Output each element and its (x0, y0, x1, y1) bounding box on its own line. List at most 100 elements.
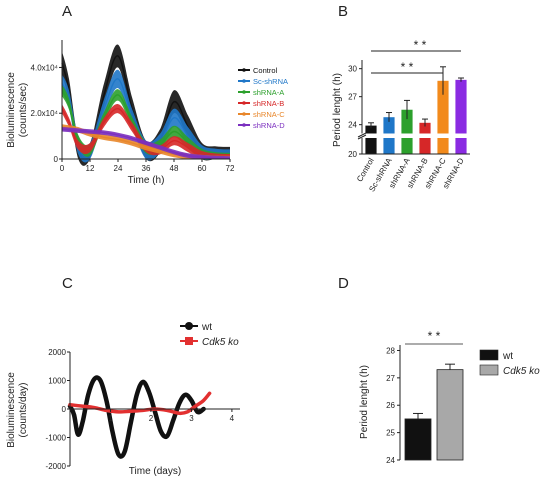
y-tick-label: 28 (386, 346, 395, 355)
bar-base-shrna-c (437, 138, 449, 154)
legend-label-cdk5-ko: Cdk5 ko (202, 337, 239, 348)
y-tick-label: 2.0x10⁴ (31, 109, 59, 118)
chart-c-legend: wt Cdk5 ko (180, 322, 239, 348)
legend-swatch-wt (479, 349, 499, 361)
y-tick-label: 26 (386, 401, 395, 410)
legend-marker-wt (185, 322, 193, 330)
legend-marker-shrna-d (242, 123, 246, 127)
y-tick-label: -2000 (46, 462, 67, 471)
significance-stars: * * (401, 60, 414, 74)
y-tick-label: 27 (386, 374, 395, 383)
x-tick-label: 12 (86, 164, 95, 173)
chart-d-significance: * * (405, 329, 463, 345)
y-tick-label: 0 (54, 155, 59, 164)
bar-base-sc-shrna (383, 138, 395, 154)
chart-c-y-label-line1: Bioluminescence (6, 372, 17, 448)
chart-a-legend: Control Sc-shRNA shRNA-A shRNA-B shRNA-C shRN… (238, 66, 288, 130)
bar-wt (404, 418, 432, 461)
chart-b-x-ticks: ControlSc-shRNAshRNA-AshRNA-BshRNA-CshRN… (355, 156, 466, 193)
series-band-shrna-a (62, 84, 230, 160)
bar-sc-shrna (383, 117, 395, 134)
series-line-wt (67, 375, 206, 459)
chart-b-y-ticks: 20 24 27 30 (348, 65, 362, 159)
legend-label-control: Control (253, 66, 278, 75)
bar-base-control (365, 138, 377, 154)
chart-b-y-label: Period lenght (h) (332, 73, 343, 147)
x-tick-label: 0 (60, 164, 65, 173)
chart-c: 1 2 3 4 -2000 -1000 0 1000 2000 Time (days) Bio… (6, 322, 240, 477)
y-tick-label: 0 (62, 405, 67, 414)
chart-c-x-ticks: 1 2 3 4 (108, 409, 235, 423)
legend-marker-shrna-c (242, 112, 246, 116)
x-tick-label: 60 (198, 164, 207, 173)
y-tick-label: 25 (386, 429, 395, 438)
chart-b: 20 24 27 30 ControlSc-shRNAshRNA-AshRNA-Bsh… (332, 38, 470, 193)
y-tick-label: 4.0x10⁴ (31, 63, 59, 72)
legend-label-shrna-c: shRNA-C (253, 110, 285, 119)
chart-a-y-label-line2: (counts/sec) (18, 83, 29, 137)
panel-label-a: A (62, 3, 72, 20)
chart-d-y-ticks: 24 25 26 27 28 (386, 346, 400, 465)
legend-marker-cdk5-ko (185, 337, 193, 345)
x-tick-label: 2 (149, 414, 154, 423)
y-tick-label: 2000 (48, 348, 66, 357)
chart-b-significance: * ** * (371, 38, 461, 74)
chart-d-legend: wt Cdk5 ko (479, 349, 540, 377)
legend-label-shrna-a: shRNA-A (253, 88, 284, 97)
chart-c-y-ticks: -2000 -1000 0 1000 2000 (46, 348, 70, 471)
y-tick-label: 24 (386, 456, 395, 465)
panel-label-d: D (338, 275, 349, 292)
x-tick-label: 48 (170, 164, 179, 173)
chart-a: 0 12 24 36 48 60 72 0 2.0x10⁴ 4.0x10⁴ Time (h) B… (6, 40, 288, 186)
x-tick-label: 24 (114, 164, 123, 173)
y-tick-label: 30 (348, 65, 357, 74)
x-tick-label: 36 (142, 164, 151, 173)
chart-d-y-label: Period lenght (h) (359, 365, 370, 439)
chart-a-y-ticks: 0 2.0x10⁴ 4.0x10⁴ (31, 63, 62, 164)
bar-base-shrna-a (401, 138, 413, 154)
chart-d-bars (404, 363, 464, 461)
x-tick-label: 72 (226, 164, 235, 173)
legend-marker-shrna-b (242, 101, 246, 105)
bar-shrna-c (437, 80, 449, 134)
chart-a-x-ticks: 0 12 24 36 48 60 72 (60, 159, 235, 173)
legend-swatch-cdk5-ko (479, 364, 499, 376)
legend-label-cdk5-ko: Cdk5 ko (503, 366, 540, 377)
bar-base-shrna-d (455, 138, 467, 154)
legend-marker-control (242, 68, 246, 72)
x-tick-label: 3 (189, 414, 194, 423)
significance-stars: * * (428, 329, 441, 343)
chart-a-y-label-line1: Bioluminescence (6, 72, 17, 148)
bar-control (365, 125, 377, 134)
y-tick-label: 24 (348, 121, 357, 130)
x-tick-label: 1 (108, 414, 113, 423)
bar-cdk5-ko (436, 369, 464, 461)
x-tick-label: 4 (230, 414, 235, 423)
legend-label-sc-shrna: Sc-shRNA (253, 77, 288, 86)
legend-label-wt: wt (502, 351, 513, 362)
axis-break-mark (357, 132, 367, 138)
series-band-shrna-c (62, 124, 230, 160)
significance-stars: * * (414, 38, 427, 52)
bar-shrna-d (455, 79, 467, 134)
y-tick-label: -1000 (46, 434, 67, 443)
bar-base-shrna-b (419, 138, 431, 154)
chart-c-x-label: Time (days) (129, 466, 181, 477)
series-band-shrna-b (62, 104, 230, 160)
series-line-cdk5-ko (68, 391, 212, 416)
chart-b-bars (365, 66, 467, 154)
panel-label-b: B (338, 3, 348, 20)
chart-a-x-label: Time (h) (128, 175, 165, 186)
legend-marker-sc-shrna (242, 79, 246, 83)
legend-label-shrna-d: shRNA-D (253, 121, 285, 130)
chart-a-plot-area (61, 44, 231, 166)
panel-label-c: C (62, 275, 73, 292)
y-tick-label: 20 (348, 150, 357, 159)
bar-shrna-a (401, 109, 413, 134)
chart-c-plot-area (67, 375, 212, 459)
chart-c-y-label-line2: (counts/day) (18, 382, 29, 437)
legend-label-wt: wt (201, 322, 212, 333)
y-tick-label: 1000 (48, 377, 66, 386)
axis-break-mark (357, 134, 367, 140)
